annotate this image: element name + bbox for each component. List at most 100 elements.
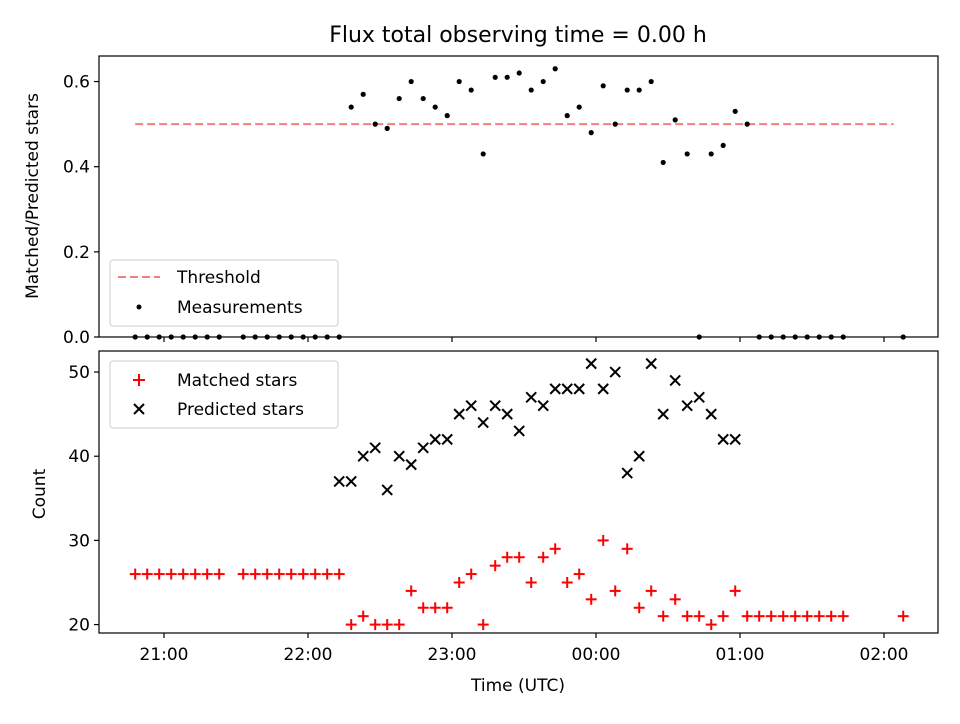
- predicted-star-point: [357, 450, 369, 462]
- predicted-star-point: [657, 408, 669, 420]
- matched-star-point: [465, 568, 477, 580]
- x-tick-label: 02:00: [860, 645, 909, 665]
- predicted-star-point: [441, 433, 453, 446]
- measurement-point: [444, 113, 450, 119]
- measurement-point: [456, 78, 462, 85]
- matched-star-point: [141, 568, 153, 580]
- predicted-star-point: [369, 442, 381, 454]
- predicted-star-point: [489, 400, 501, 412]
- matched-star-point: [345, 619, 357, 631]
- measurement-point: [516, 70, 522, 76]
- matched-star-point: [165, 568, 177, 580]
- measurement-point: [672, 117, 678, 123]
- matched-star-point: [657, 610, 669, 622]
- bottom-y-tick-label: 20: [68, 616, 90, 636]
- legend-predicted-label: Predicted stars: [177, 400, 304, 420]
- predicted-star-point: [453, 408, 465, 420]
- matched-star-point: [297, 568, 309, 580]
- top-legend: Threshold Measurements: [109, 259, 339, 327]
- matched-star-point: [201, 568, 213, 580]
- matched-star-point: [129, 568, 141, 580]
- x-axis-label: Time (UTC): [470, 676, 565, 696]
- matched-star-point: [321, 568, 333, 580]
- predicted-star-point: [717, 433, 729, 446]
- measurement-point: [468, 87, 474, 93]
- matched-star-point: [381, 619, 393, 631]
- measurement-point: [408, 78, 414, 85]
- top-y-axis-label: Matched/Predicted stars: [23, 93, 43, 299]
- top-chart-title: Flux total observing time = 0.00 h: [329, 23, 707, 48]
- bottom-y-tick-label: 40: [68, 447, 90, 467]
- matched-star-point: [597, 534, 609, 546]
- matched-star-point: [633, 602, 645, 614]
- measurement-point: [528, 87, 534, 93]
- top-y-tick-label: 0.6: [63, 73, 90, 93]
- matched-star-point: [273, 568, 285, 580]
- measurement-point: [480, 151, 486, 157]
- predicted-star-point: [729, 433, 741, 446]
- matched-star-point: [621, 543, 633, 555]
- legend-predicted-swatch: [133, 403, 145, 415]
- measurement-point: [660, 159, 666, 166]
- top-axes-frame: [98, 55, 939, 338]
- measurement-point: [348, 104, 354, 110]
- measurement-point: [684, 151, 690, 157]
- matched-star-point: [453, 576, 465, 588]
- matched-star-point: [549, 543, 561, 555]
- matched-star-point: [609, 585, 621, 597]
- legend-matched-label: Matched stars: [177, 371, 297, 391]
- predicted-star-point: [621, 467, 633, 479]
- matched-star-point: [681, 610, 693, 622]
- measurement-point: [552, 66, 558, 72]
- matched-star-point: [717, 610, 729, 622]
- predicted-star-point: [561, 383, 573, 395]
- matched-star-point: [573, 568, 585, 580]
- top-legend-box: [109, 259, 339, 327]
- matched-star-point: [897, 610, 909, 622]
- predicted-star-point: [465, 400, 477, 412]
- top-y-tick-label: 0.2: [63, 243, 90, 263]
- predicted-star-point: [609, 366, 621, 378]
- matched-star-point: [189, 568, 201, 580]
- matched-star-point: [213, 568, 225, 580]
- measurement-point: [564, 113, 570, 119]
- top-y-ticks: 0.0 0.2 0.4 0.6: [63, 73, 99, 348]
- measurement-point: [648, 78, 654, 85]
- predicted-star-point: [381, 484, 393, 496]
- bottom-legend-box: [109, 360, 339, 429]
- predicted-star-point: [645, 357, 657, 370]
- matched-star-point: [837, 610, 849, 622]
- bottom-y-tick-label: 50: [68, 363, 90, 383]
- matched-star-point: [825, 610, 837, 622]
- bottom-plot-area: [129, 357, 909, 631]
- matched-star-point: [153, 568, 165, 580]
- x-tick-label: 22:00: [284, 645, 333, 665]
- predicted-star-point: [501, 408, 513, 420]
- measurement-point: [540, 78, 546, 85]
- matched-star-point: [765, 610, 777, 622]
- matched-star-point: [561, 576, 573, 588]
- predicted-star-point: [549, 383, 561, 395]
- matched-star-point: [261, 568, 273, 580]
- x-tick-label: 01:00: [716, 645, 765, 665]
- top-x-ticks: [163, 337, 885, 342]
- matched-star-point: [537, 551, 549, 563]
- matched-star-point: [645, 585, 657, 597]
- matched-star-point: [417, 602, 429, 614]
- bottom-panel: Count Time (UTC) 20 30 40 50 21:00 22:00 23:0…: [30, 350, 939, 696]
- predicted-star-point: [669, 374, 681, 387]
- predicted-star-point: [597, 383, 609, 395]
- measurement-point: [588, 130, 594, 136]
- legend-measurements-swatch: [136, 304, 142, 310]
- measurement-point: [732, 108, 738, 114]
- predicted-star-point: [525, 391, 537, 404]
- matched-star-point: [489, 560, 501, 572]
- measurement-point: [720, 142, 726, 149]
- measurement-point: [384, 125, 390, 131]
- bottom-y-tick-label: 30: [68, 531, 90, 551]
- measurement-point: [360, 91, 366, 97]
- bottom-axes-frame: [98, 350, 939, 634]
- matched-star-point: [585, 593, 597, 605]
- measurement-point: [744, 121, 750, 127]
